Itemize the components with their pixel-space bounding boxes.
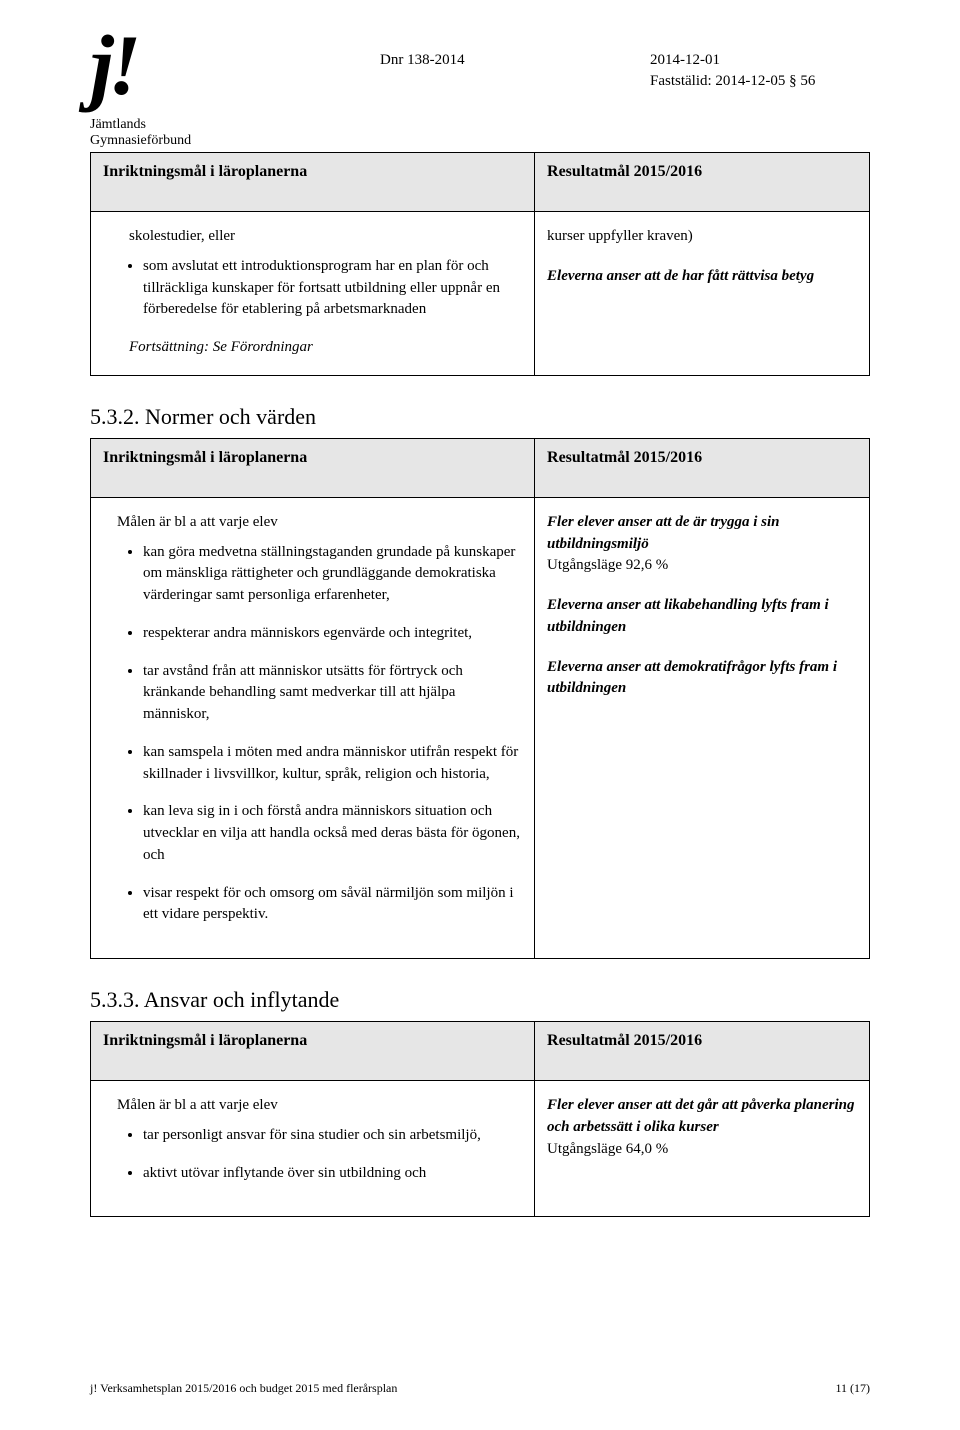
logo-mark: j!	[90, 35, 220, 95]
list-item: aktivt utövar inflytande över sin utbild…	[143, 1163, 522, 1185]
logo: j! Jämtlands Gymnasieförbund	[90, 35, 220, 148]
result-paragraph: Fler elever anser att det går att påverk…	[547, 1095, 857, 1160]
page-footer: j! Verksamhetsplan 2015/2016 och budget …	[90, 1381, 870, 1396]
table-532: Inriktningsmål i läroplanerna Resultatmå…	[90, 438, 870, 959]
document-page: j! Jämtlands Gymnasieförbund Dnr 138-201…	[0, 0, 960, 1430]
result-paragraph: Eleverna anser att likabehandling lyfts …	[547, 595, 857, 639]
table532-left-intro: Målen är bl a att varje elev	[103, 512, 522, 534]
table1-right-p1: kurser uppfyller kraven)	[547, 226, 857, 248]
footer-right: 11 (17)	[835, 1381, 870, 1396]
list-item: kan göra medvetna ställningstaganden gru…	[143, 542, 522, 607]
logo-text: Jämtlands Gymnasieförbund	[90, 117, 220, 148]
table1-bullet: som avslutat ett introduktionsprogram ha…	[143, 256, 522, 321]
table533-left-intro: Målen är bl a att varje elev	[103, 1095, 522, 1117]
page-header: j! Jämtlands Gymnasieförbund Dnr 138-201…	[90, 50, 870, 92]
result-bold: Fler elever anser att det går att påverk…	[547, 1097, 854, 1135]
table-header-right: Resultatmål 2015/2016	[535, 153, 870, 212]
table-header-left: Inriktningsmål i läroplanerna	[91, 153, 535, 212]
list-item: tar personligt ansvar för sina studier o…	[143, 1125, 522, 1147]
table1-left-cell: skolestudier, eller som avslutat ett int…	[91, 212, 535, 376]
table1-right-cell: kurser uppfyller kraven) Eleverna anser …	[535, 212, 870, 376]
table-header-left: Inriktningsmål i läroplanerna	[91, 1022, 535, 1081]
table1-left-intro: skolestudier, eller	[103, 226, 522, 248]
table532-left-cell: Målen är bl a att varje elev kan göra me…	[91, 497, 535, 958]
header-meta: Dnr 138-2014 2014-12-01 Faststälid: 2014…	[380, 50, 870, 92]
table1-right-p2: Eleverna anser att de har fått rättvisa …	[547, 266, 857, 288]
table532-right-cell: Fler elever anser att de är trygga i sin…	[535, 497, 870, 958]
result-bold: Fler elever anser att de är trygga i sin…	[547, 514, 780, 552]
result-paragraph: Fler elever anser att de är trygga i sin…	[547, 512, 857, 577]
table533-right-cell: Fler elever anser att det går att påverk…	[535, 1081, 870, 1217]
list-item: visar respekt för och omsorg om såväl nä…	[143, 883, 522, 927]
table-header-left: Inriktningsmål i läroplanerna	[91, 438, 535, 497]
logo-line1: Jämtlands	[90, 117, 146, 132]
table-header-right: Resultatmål 2015/2016	[535, 1022, 870, 1081]
table-533: Inriktningsmål i läroplanerna Resultatmå…	[90, 1021, 870, 1217]
result-sub: Utgångsläge 92,6 %	[547, 557, 668, 573]
footer-left: j! Verksamhetsplan 2015/2016 och budget …	[90, 1381, 397, 1396]
section-title-532: 5.3.2. Normer och värden	[90, 404, 870, 430]
list-item: kan samspela i möten med andra människor…	[143, 742, 522, 786]
list-item: tar avstånd från att människor utsätts f…	[143, 661, 522, 726]
header-faststalld: Faststälid: 2014-12-05 § 56	[650, 71, 815, 92]
header-dnr: Dnr 138-2014	[380, 50, 650, 71]
header-date: 2014-12-01	[650, 50, 720, 71]
table1-fort: Fortsättning: Se Förordningar	[103, 337, 522, 359]
logo-line2: Gymnasieförbund	[90, 133, 191, 148]
table-header-right: Resultatmål 2015/2016	[535, 438, 870, 497]
list-item: kan leva sig in i och förstå andra männi…	[143, 801, 522, 866]
table-continuation: Inriktningsmål i läroplanerna Resultatmå…	[90, 152, 870, 376]
table533-left-cell: Målen är bl a att varje elev tar personl…	[91, 1081, 535, 1217]
section-title-533: 5.3.3. Ansvar och inflytande	[90, 987, 870, 1013]
result-sub: Utgångsläge 64,0 %	[547, 1141, 668, 1157]
list-item: respekterar andra människors egenvärde o…	[143, 623, 522, 645]
result-paragraph: Eleverna anser att demokratifrågor lyfts…	[547, 657, 857, 701]
